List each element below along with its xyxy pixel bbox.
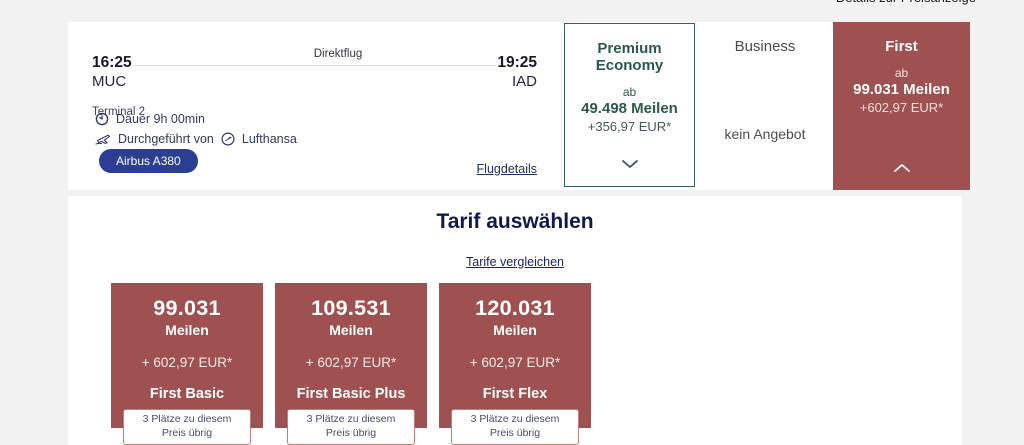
arrival-block: 19:25 IAD [497,53,537,91]
fare-card-first-basic-plus[interactable]: 109.531 Meilen + 602,97 EUR* First Basic… [275,283,427,445]
top-clipped-text: Details zur Preisanzeige [836,0,976,5]
cabin-surcharge: +602,97 EUR* [859,100,944,115]
departure-time: 16:25 [92,54,132,71]
operated-by-row: Durchgeführt von Lufthansa [95,132,297,146]
fare-miles: 109.531 [311,296,391,320]
fare-selection-panel: Tarif auswählen Tarife vergleichen 99.03… [68,196,962,445]
fare-miles: 120.031 [475,296,555,320]
fare-name: First Basic Plus [296,386,406,402]
from-label: ab [622,85,637,99]
fare-section-title: Tarif auswählen [436,210,594,233]
fare-surcharge: + 602,97 EUR* [141,355,233,370]
cabin-miles: 49.498 Meilen [581,100,678,117]
airplane-icon [95,133,111,145]
flight-summary-card: 16:25 MUC Terminal 2 Direktflug 19:25 IA… [68,22,970,190]
vertical-divider [561,30,562,182]
fare-name: First Flex [482,386,548,402]
no-offer-label: kein Angebot [724,126,806,142]
fare-availability-badge: 3 Plätze zu diesem Preis übrig [123,409,251,445]
fare-miles-unit: Meilen [165,322,209,338]
fare-availability-badge: 3 Plätze zu diesem Preis übrig [451,409,579,445]
departure-block: 16:25 MUC [92,53,132,91]
fare-surcharge: + 602,97 EUR* [469,355,561,370]
fare-availability-badge: 3 Plätze zu diesem Preis übrig [287,409,415,445]
chevron-down-icon [621,156,639,174]
operating-carrier-label: Lufthansa [241,132,297,146]
fare-miles: 99.031 [153,296,221,320]
fare-miles-unit: Meilen [329,322,373,338]
chevron-up-icon [893,160,911,178]
cabin-name: Premium Economy [595,40,664,74]
lufthansa-logo-icon [221,132,235,146]
cabin-premium-economy[interactable]: Premium Economy ab 49.498 Meilen +356,97… [564,23,695,187]
compare-fares-link[interactable]: Tarife vergleichen [466,255,564,269]
clock-icon [95,112,109,126]
cabin-name: First [885,38,918,55]
fare-miles-unit: Meilen [493,322,537,338]
aircraft-badge: Airbus A380 [99,149,198,173]
cabin-first[interactable]: First ab 99.031 Meilen +602,97 EUR* [833,22,970,190]
cabin-surcharge: +356,97 EUR* [587,119,672,134]
fare-card-first-flex[interactable]: 120.031 Meilen + 602,97 EUR* First Flex … [439,283,591,445]
fare-name: First Basic [149,386,225,402]
arrival-time: 19:25 [497,54,537,71]
fare-surcharge: + 602,97 EUR* [305,355,397,370]
from-label: ab [894,66,909,80]
duration-row: Dauer 9h 00min [95,112,205,126]
duration-label: Dauer 9h 00min [116,112,205,126]
fare-card-first-basic[interactable]: 99.031 Meilen + 602,97 EUR* First Basic … [111,283,263,445]
flight-details-link[interactable]: Flugdetails [476,162,537,176]
arrival-airport: IAD [511,73,537,90]
route-line [134,65,496,66]
flight-info: 16:25 MUC Terminal 2 Direktflug 19:25 IA… [68,22,562,190]
operated-by-label: Durchgeführt von [118,132,214,146]
fare-cards-row: 99.031 Meilen + 602,97 EUR* First Basic … [111,283,591,445]
cabin-name: Business [734,38,796,55]
route-type-label: Direktflug [313,48,363,60]
cabin-miles: 99.031 Meilen [853,81,950,98]
departure-airport: MUC [92,73,127,90]
cabin-business: Business kein Angebot [697,22,833,190]
